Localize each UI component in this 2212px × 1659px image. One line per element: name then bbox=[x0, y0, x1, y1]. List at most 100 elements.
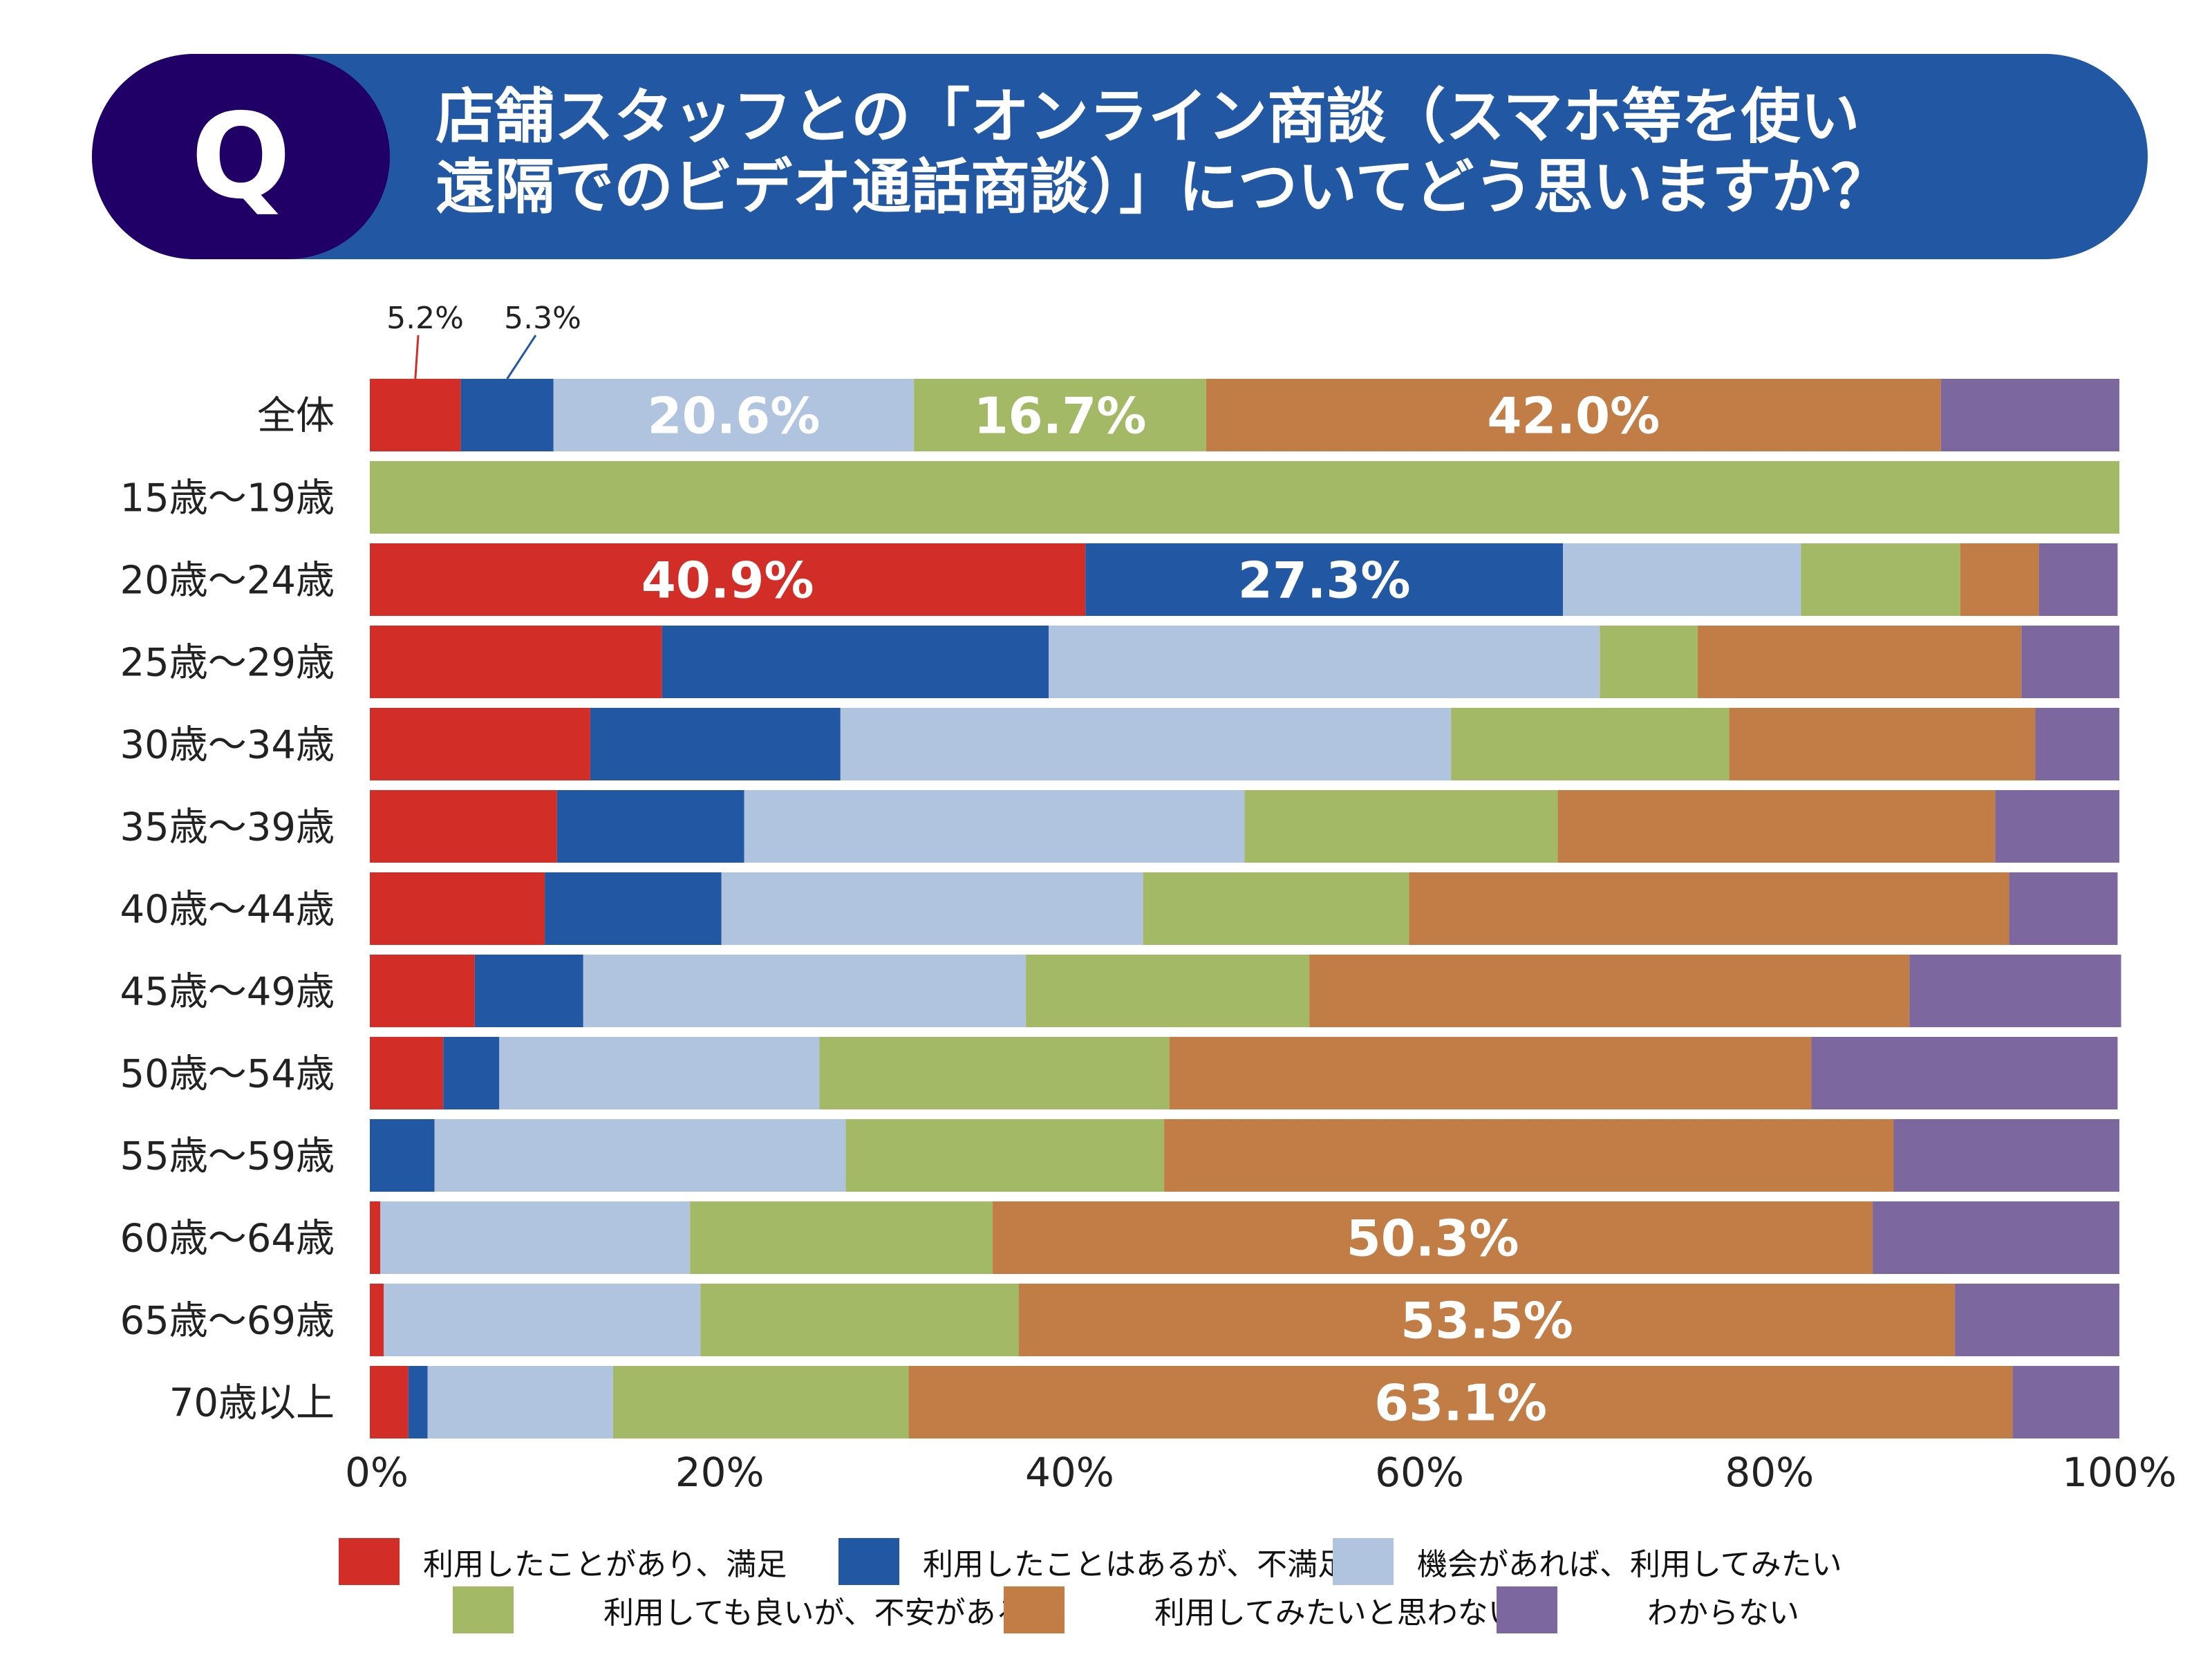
title-banner bbox=[92, 54, 2148, 259]
bar-segment bbox=[590, 708, 841, 780]
bar-segment bbox=[993, 1201, 1873, 1274]
bar-segment bbox=[1995, 790, 2119, 863]
data-label: 27.3% bbox=[1238, 552, 1411, 610]
bar-segment bbox=[908, 1366, 2013, 1438]
bar-segment bbox=[460, 379, 554, 451]
category-label: 40歳～44歳 bbox=[120, 888, 335, 932]
bar-segment bbox=[1049, 626, 1600, 698]
legend-swatch bbox=[838, 1538, 899, 1585]
bar-segment bbox=[370, 626, 662, 698]
bar-segment bbox=[370, 872, 545, 945]
category-label: 55歳～59歳 bbox=[120, 1134, 335, 1179]
bar-segment bbox=[370, 461, 2119, 534]
legend-item: 利用したことがあり、満足 bbox=[339, 1538, 787, 1585]
legend-label: 利用したことがあり、満足 bbox=[423, 1547, 787, 1582]
bar-segment bbox=[370, 543, 1086, 616]
bar-segment bbox=[1600, 626, 1698, 698]
bar-segment bbox=[2038, 543, 2118, 616]
data-label: 63.1% bbox=[1374, 1374, 1547, 1432]
bar-segment bbox=[1909, 955, 2121, 1027]
legend-swatch bbox=[1004, 1586, 1065, 1633]
bar-segment bbox=[1026, 955, 1310, 1027]
category-label: 35歳～39歳 bbox=[120, 805, 335, 850]
legend-swatch bbox=[1333, 1538, 1394, 1585]
bar-segment bbox=[556, 790, 744, 863]
bar-segment bbox=[553, 379, 915, 451]
legend-label: 利用したことはあるが、不満足 bbox=[923, 1547, 1349, 1582]
bar-segment bbox=[443, 1037, 500, 1109]
bar-segment bbox=[370, 379, 461, 451]
bar-segment bbox=[370, 1366, 409, 1438]
bar-segment bbox=[1955, 1284, 2119, 1356]
category-label: 25歳～29歳 bbox=[120, 641, 335, 686]
x-tick-label: 0% bbox=[345, 1449, 409, 1496]
bar-segment bbox=[1309, 955, 1910, 1027]
category-label: 20歳～24歳 bbox=[120, 559, 335, 603]
data-label: 53.5% bbox=[1400, 1292, 1573, 1350]
bar-segment bbox=[1557, 790, 1996, 863]
bar-segment bbox=[1893, 1119, 2119, 1192]
x-tick-label: 80% bbox=[1725, 1449, 1814, 1496]
legend-label: 機会があれば、利用してみたい bbox=[1417, 1547, 1842, 1582]
bar-segment bbox=[1409, 872, 2009, 945]
callout-line bbox=[506, 335, 537, 379]
category-label: 全体 bbox=[257, 394, 335, 439]
bar-segment bbox=[2035, 708, 2119, 780]
legend-item: 利用しても良いが、不安がある bbox=[453, 1586, 1027, 1633]
legend-label: わからない bbox=[1647, 1595, 1799, 1631]
bar-segment bbox=[690, 1201, 993, 1274]
legend-swatch bbox=[453, 1586, 514, 1633]
data-label: 5.2% bbox=[386, 301, 464, 336]
legend-item: 利用したことはあるが、不満足 bbox=[838, 1538, 1348, 1585]
legend-item: 利用してみたいと思わない bbox=[1004, 1586, 1519, 1633]
data-label: 16.7% bbox=[974, 387, 1147, 445]
data-label: 40.9% bbox=[641, 552, 814, 610]
bar-segment bbox=[583, 955, 1027, 1027]
bar-segment bbox=[370, 708, 590, 780]
bar-segment bbox=[819, 1037, 1170, 1109]
bar-segment bbox=[2012, 1366, 2119, 1438]
bar-segment bbox=[845, 1119, 1165, 1192]
x-tick-label: 60% bbox=[1375, 1449, 1464, 1496]
category-label: 15歳～19歳 bbox=[120, 476, 335, 521]
category-label: 30歳～34歳 bbox=[120, 723, 335, 768]
data-label: 50.3% bbox=[1347, 1210, 1519, 1268]
bar-segment bbox=[612, 1366, 909, 1438]
bar-segment bbox=[434, 1119, 846, 1192]
bar-segment bbox=[474, 955, 583, 1027]
bar-segment bbox=[662, 626, 1049, 698]
bar-segment bbox=[370, 1284, 384, 1356]
bar-segment bbox=[408, 1366, 428, 1438]
bar-segment bbox=[370, 1119, 435, 1192]
legend-label: 利用しても良いが、不安がある bbox=[603, 1595, 1027, 1631]
legend-label: 利用してみたいと思わない bbox=[1154, 1595, 1519, 1631]
bar-segment bbox=[1940, 379, 2119, 451]
category-label: 45歳～49歳 bbox=[120, 970, 335, 1015]
title-line-2: 遠隔でのビデオ通話商談）」についてどう思いますか？ bbox=[435, 153, 1891, 222]
bar-segment bbox=[1698, 626, 2022, 698]
bar-segment bbox=[700, 1284, 1020, 1356]
x-tick-label: 100% bbox=[2062, 1449, 2177, 1496]
bar-segment bbox=[914, 379, 1206, 451]
bar-segment bbox=[1729, 708, 2036, 780]
legend-swatch bbox=[339, 1538, 400, 1585]
category-label: 65歳～69歳 bbox=[120, 1299, 335, 1344]
bar-segment bbox=[1811, 1037, 2118, 1109]
bar-segment bbox=[840, 708, 1452, 780]
bar-segment bbox=[1206, 379, 1941, 451]
title-line-1: 店舗スタッフとの「オンライン商談（スマホ等を使い bbox=[435, 82, 1860, 151]
legend-item: わからない bbox=[1497, 1586, 1799, 1633]
bar-segment bbox=[1244, 790, 1558, 863]
bar-segment bbox=[1085, 543, 1564, 616]
data-label: 5.3% bbox=[504, 301, 581, 336]
bar-segment bbox=[1563, 543, 1801, 616]
bar-segment bbox=[370, 955, 475, 1027]
bar-segment bbox=[2021, 626, 2119, 698]
legend-swatch bbox=[1497, 1586, 1557, 1633]
x-tick-label: 20% bbox=[675, 1449, 765, 1496]
data-label: 20.6% bbox=[648, 387, 821, 445]
bar-segment bbox=[744, 790, 1245, 863]
bar-segment bbox=[1873, 1201, 2119, 1274]
bar-segment bbox=[1143, 872, 1409, 945]
x-tick-label: 40% bbox=[1025, 1449, 1114, 1496]
